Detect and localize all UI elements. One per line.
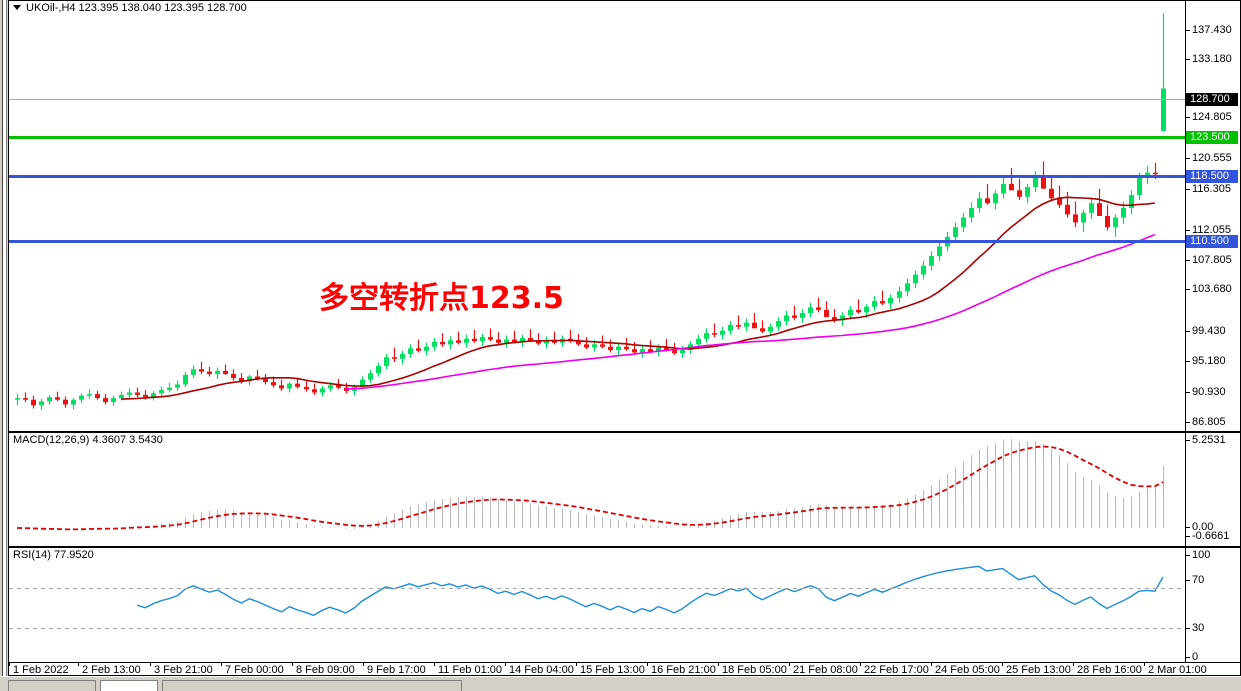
rsi-indicator-pane[interactable]: RSI(14) 77.9520 100 70 30 0: [8, 547, 1241, 663]
time-axis-label: 1 Feb 2022: [13, 664, 69, 676]
time-tick: [1073, 663, 1074, 666]
chevron-down-icon[interactable]: [13, 4, 21, 10]
time-axis-label: 2 Feb 13:00: [82, 664, 141, 676]
rsi-series-overlay: [136, 565, 1164, 617]
time-tick: [576, 663, 577, 666]
time-axis-label: 15 Feb 13:00: [580, 664, 645, 676]
blue-level-line-lower[interactable]: [9, 240, 1185, 243]
green-level-label[interactable]: 123.500: [1186, 131, 1238, 144]
time-tick: [221, 663, 222, 666]
price-chart-pane[interactable]: UKOil-,H4 123.395 138.040 123.395 128.70…: [8, 0, 1241, 432]
rsi-scale-axis: 100 70 30 0: [1185, 548, 1240, 663]
chart-tab-bar[interactable]: [0, 676, 1241, 691]
time-axis-label: 11 Feb 01:00: [438, 664, 503, 676]
time-tick: [150, 663, 151, 666]
time-tick: [363, 663, 364, 666]
rsi-level-70: [9, 588, 1185, 589]
symbol-header: UKOil-,H4 123.395 138.040 123.395 128.70…: [13, 2, 247, 14]
macd-scale-axis: 5.2531 0.00 -0.6661: [1185, 433, 1240, 546]
vertical-separator: [2, 0, 7, 676]
blue-level-label-lower[interactable]: 110.500: [1186, 235, 1238, 248]
time-tick: [860, 663, 861, 666]
time-axis-label: 14 Feb 04:00: [509, 664, 574, 676]
blue-level-label-upper[interactable]: 118.500: [1186, 170, 1238, 183]
gray-current-price-line[interactable]: [9, 99, 1185, 100]
time-axis-label: 21 Feb 08:00: [793, 664, 858, 676]
time-axis-label: 16 Feb 21:00: [651, 664, 716, 676]
time-tick: [434, 663, 435, 666]
price-scale-axis[interactable]: 137.430 133.180 124.805 120.555 116.305 112.0…: [1185, 1, 1240, 431]
macd-label: MACD(12,26,9) 4.3607 3.5430: [13, 434, 163, 446]
time-tick: [1002, 663, 1003, 666]
time-axis-label: 24 Feb 05:00: [935, 664, 1000, 676]
time-axis-label: 25 Feb 13:00: [1006, 664, 1071, 676]
macd-indicator-pane[interactable]: MACD(12,26,9) 4.3607 3.5430 5.2531 0.00 -0…: [8, 432, 1241, 547]
current-price-label[interactable]: 128.700: [1186, 93, 1238, 106]
time-tick: [647, 663, 648, 666]
time-axis-label: 9 Feb 17:00: [367, 664, 426, 676]
rsi-plot-area: [9, 548, 1185, 662]
price-plot-area[interactable]: 多空转折点123.5: [9, 1, 1185, 431]
macd-series-overlay: [16, 439, 1164, 531]
time-tick: [292, 663, 293, 666]
macd-plot-area: [9, 433, 1185, 546]
chart-tab-3[interactable]: [162, 680, 462, 691]
symbol-header-text: UKOil-,H4 123.395 138.040 123.395 128.70…: [26, 2, 247, 14]
chart-tab-2[interactable]: [100, 680, 158, 691]
blue-level-line-upper[interactable]: [9, 175, 1185, 178]
time-axis-label: 2 Mar 01:00: [1148, 664, 1207, 676]
chart-annotation-text: 多空转折点123.5: [319, 281, 564, 316]
time-axis-label: 18 Feb 05:00: [722, 664, 787, 676]
time-axis[interactable]: 1 Feb 2022 2 Feb 13:00 3 Feb 21:00 7 Feb 00…: [8, 663, 1241, 676]
chart-tab-1[interactable]: [8, 680, 96, 691]
price-series-overlay: [15, 13, 1166, 411]
rsi-level-30: [9, 628, 1185, 629]
time-axis-label: 3 Feb 21:00: [154, 664, 213, 676]
time-axis-label: 28 Feb 16:00: [1077, 664, 1142, 676]
time-tick: [718, 663, 719, 666]
time-axis-label: 22 Feb 17:00: [864, 664, 929, 676]
rsi-label: RSI(14) 77.9520: [13, 549, 94, 561]
time-axis-label: 8 Feb 09:00: [296, 664, 355, 676]
time-tick: [931, 663, 932, 666]
green-support-line[interactable]: [9, 136, 1185, 139]
time-tick: [1144, 663, 1145, 666]
time-tick: [9, 663, 10, 666]
time-tick: [505, 663, 506, 666]
time-axis-label: 7 Feb 00:00: [225, 664, 284, 676]
time-tick: [78, 663, 79, 666]
time-tick: [789, 663, 790, 666]
